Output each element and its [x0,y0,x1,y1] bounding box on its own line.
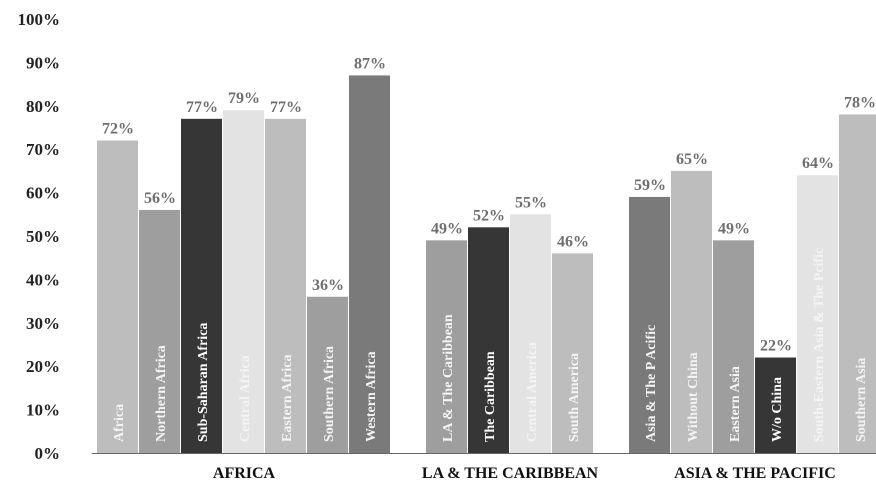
bar [510,214,551,453]
group-label: LA & THE CARIBBEAN [422,465,599,482]
bar [223,110,264,453]
value-label: 55% [515,194,547,211]
value-label: 49% [431,220,463,237]
bar-category-label: Without China [686,352,701,442]
x-axis: AFRICA LA & THE CARIBBEAN ASIA & THE PACIF… [92,453,876,482]
bar-category-label: Asia & The P Acific [644,325,659,442]
y-tick-label: 90% [26,53,60,72]
bar-category-label: Southern Asia [854,358,869,442]
bar [468,227,509,453]
value-label: 49% [718,220,750,237]
y-axis: 0% 10% 20% 30% 40% 50% 60% 70% 80% 90% 100% [18,10,61,463]
y-tick-label: 0% [35,444,61,463]
bar [552,253,593,453]
bar-category-label: The Caribbean [483,351,498,442]
group-label: ASIA & THE PACIFIC [674,465,836,482]
bar-group: 72% Africa 56% Northern Africa 77% Sub-Sahara… [97,55,390,454]
bar [139,209,180,453]
y-tick-label: 40% [26,270,60,289]
value-label: 77% [270,99,302,116]
bar-category-label: Africa [112,404,127,442]
value-label: 87% [354,55,386,72]
bar-category-label: Eastern Africa [280,355,295,442]
value-label: 52% [473,207,505,224]
bar-category-label: W/o China [770,377,785,442]
y-tick-label: 80% [26,97,60,116]
bar [713,240,754,453]
bar-category-label: Northern Africa [154,345,169,442]
value-label: 72% [102,121,134,138]
bar-category-label: Eastern Asia [728,366,743,442]
bar [629,196,670,453]
y-tick-label: 50% [26,227,60,246]
value-label: 78% [844,94,876,111]
bar-category-label: Western Africa [364,351,379,442]
bar [839,114,876,453]
y-tick-label: 20% [26,357,60,376]
bar [671,170,712,453]
bar [755,357,796,453]
bar-category-label: South-Eastern Asia & The Pcific [812,248,827,442]
value-label: 64% [802,155,834,172]
bar [97,140,138,453]
value-label: 79% [228,90,260,107]
value-label: 36% [312,277,344,294]
y-tick-label: 70% [26,140,60,159]
bar [307,296,348,453]
value-label: 46% [557,233,589,250]
bar [349,75,390,454]
bar-group: 59% Asia & The P Acific 65% Without China 49… [629,94,876,454]
bar [265,118,306,453]
bar-category-label: Central Africa [238,355,253,442]
y-tick-label: 100% [18,10,61,29]
value-label: 77% [186,99,218,116]
bar-category-label: Southern Africa [322,346,337,442]
value-label: 22% [760,338,792,355]
bar-category-label: LA & The Caribbean [441,314,456,442]
y-tick-label: 10% [26,401,60,420]
bar [426,240,467,453]
bar-series: 72% Africa 56% Northern Africa 77% Sub-Sahara… [97,55,876,454]
bar-category-label: Central America [525,342,540,442]
y-tick-label: 60% [26,184,60,203]
bar-category-label: Sub-Saharan Africa [196,323,211,442]
y-tick-label: 30% [26,314,60,333]
bar-category-label: South America [567,353,582,442]
bar [797,175,838,454]
bar [181,118,222,453]
value-label: 59% [634,177,666,194]
value-label: 65% [676,151,708,168]
value-label: 56% [144,190,176,207]
group-label: AFRICA [213,465,276,482]
bar-group: 49% LA & The Caribbean 52% The Caribbean 55%… [426,194,593,453]
